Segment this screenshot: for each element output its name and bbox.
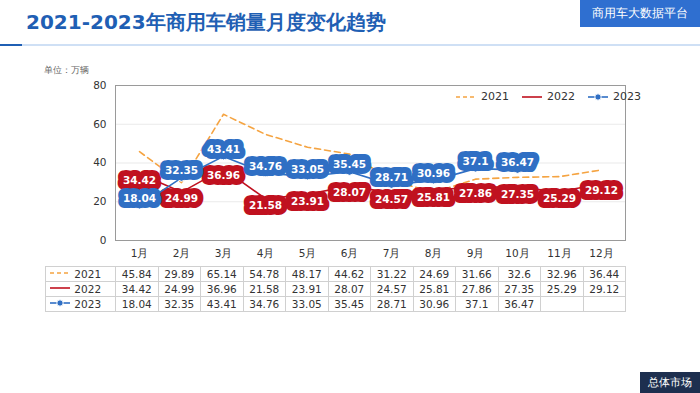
- svg-text:36.96: 36.96: [207, 169, 240, 181]
- svg-text:9月: 9月: [467, 247, 485, 259]
- html-text:32.96: 32.96: [546, 268, 577, 280]
- html-text:23.91: 23.91: [291, 283, 322, 295]
- html-text:商用车大数据平台: 商用车大数据平台: [592, 6, 688, 20]
- html-text:54.78: 54.78: [249, 268, 280, 280]
- html-text:2023: 2023: [71, 298, 102, 310]
- html-text:21.58: 21.58: [249, 283, 280, 295]
- html-text:34.76: 34.76: [249, 298, 280, 310]
- html-text:29.12: 29.12: [589, 283, 620, 295]
- html-text:32.35: 32.35: [164, 298, 195, 310]
- html-text:31.66: 31.66: [461, 268, 492, 280]
- html-text:24.57: 24.57: [376, 283, 407, 295]
- html-text:44.62: 44.62: [334, 268, 365, 280]
- svg-text:35.45: 35.45: [333, 158, 366, 170]
- html-text:25.81: 25.81: [419, 283, 450, 295]
- html-text:37.1: 37.1: [465, 298, 489, 310]
- svg-text:7月: 7月: [383, 247, 401, 259]
- html-text:33.05: 33.05: [291, 298, 322, 310]
- html-text:24.99: 24.99: [164, 283, 195, 295]
- svg-text:28.71: 28.71: [375, 171, 408, 183]
- html-text:35.45: 35.45: [334, 298, 365, 310]
- svg-text:25.81: 25.81: [417, 191, 450, 203]
- html-text:36.44: 36.44: [589, 268, 620, 280]
- html-text:24.69: 24.69: [419, 268, 450, 280]
- html-text:32.6: 32.6: [507, 268, 531, 280]
- html-text:2023: 2023: [613, 90, 641, 103]
- html-text:27.86: 27.86: [461, 283, 492, 295]
- html-text:34.42: 34.42: [121, 283, 152, 295]
- svg-text:10月: 10月: [505, 247, 529, 259]
- svg-text:5月: 5月: [299, 247, 317, 259]
- html-text:43.41: 43.41: [206, 298, 237, 310]
- svg-text:24.57: 24.57: [375, 193, 408, 205]
- svg-text:3月: 3月: [215, 247, 233, 259]
- svg-text:34.76: 34.76: [249, 160, 282, 172]
- svg-text:60: 60: [93, 118, 106, 130]
- html-text:单位：万辆: 单位：万辆: [44, 65, 89, 75]
- svg-text:2月: 2月: [173, 247, 191, 259]
- svg-text:34.42: 34.42: [123, 174, 156, 186]
- html-text:36.47: 36.47: [504, 298, 535, 310]
- html-text:29.89: 29.89: [164, 268, 195, 280]
- svg-text:27.35: 27.35: [501, 188, 534, 200]
- svg-text:18.04: 18.04: [123, 192, 156, 204]
- svg-text:28.07: 28.07: [333, 186, 366, 198]
- html-text:31.22: 31.22: [376, 268, 407, 280]
- svg-text:36.47: 36.47: [501, 156, 534, 168]
- html-text:30.96: 30.96: [419, 298, 450, 310]
- html-text:2022: 2022: [547, 90, 575, 103]
- svg-text:20: 20: [93, 195, 106, 207]
- svg-text:24.99: 24.99: [165, 192, 198, 204]
- html-text:36.96: 36.96: [206, 283, 237, 295]
- svg-text:0: 0: [100, 234, 107, 246]
- svg-text:43.41: 43.41: [207, 143, 240, 155]
- svg-text:4月: 4月: [257, 247, 275, 259]
- html-text:25.29: 25.29: [546, 283, 577, 295]
- html-text:45.84: 45.84: [121, 268, 152, 280]
- html-text:65.14: 65.14: [206, 268, 237, 280]
- html-text:48.17: 48.17: [291, 268, 322, 280]
- html-text:2021-2023年商用车销量月度变化趋势: 2021-2023年商用车销量月度变化趋势: [26, 10, 386, 34]
- svg-text:40: 40: [93, 156, 106, 168]
- svg-text:37.1: 37.1: [463, 155, 489, 167]
- svg-text:80: 80: [93, 79, 106, 91]
- svg-text:33.05: 33.05: [291, 163, 324, 175]
- html-text:2021: 2021: [481, 90, 509, 103]
- svg-text:21.58: 21.58: [249, 199, 282, 211]
- svg-text:29.12: 29.12: [585, 184, 618, 196]
- html-text:27.35: 27.35: [504, 283, 535, 295]
- html-text:18.04: 18.04: [121, 298, 152, 310]
- svg-text:1月: 1月: [131, 247, 149, 259]
- svg-text:25.29: 25.29: [543, 192, 576, 204]
- svg-text:32.35: 32.35: [165, 164, 198, 176]
- html-text:2021: 2021: [71, 268, 102, 280]
- html-text:2022: 2022: [71, 283, 102, 295]
- svg-text:11月: 11月: [547, 247, 571, 259]
- svg-text:23.91: 23.91: [291, 195, 324, 207]
- html-text:28.71: 28.71: [376, 298, 407, 310]
- html-text:28.07: 28.07: [334, 283, 365, 295]
- svg-text:30.96: 30.96: [417, 167, 450, 179]
- svg-text:12月: 12月: [589, 247, 613, 259]
- html-text:总体市场: 总体市场: [648, 376, 692, 389]
- svg-text:6月: 6月: [341, 247, 359, 259]
- svg-text:8月: 8月: [425, 247, 443, 259]
- svg-text:27.86: 27.86: [459, 187, 492, 199]
